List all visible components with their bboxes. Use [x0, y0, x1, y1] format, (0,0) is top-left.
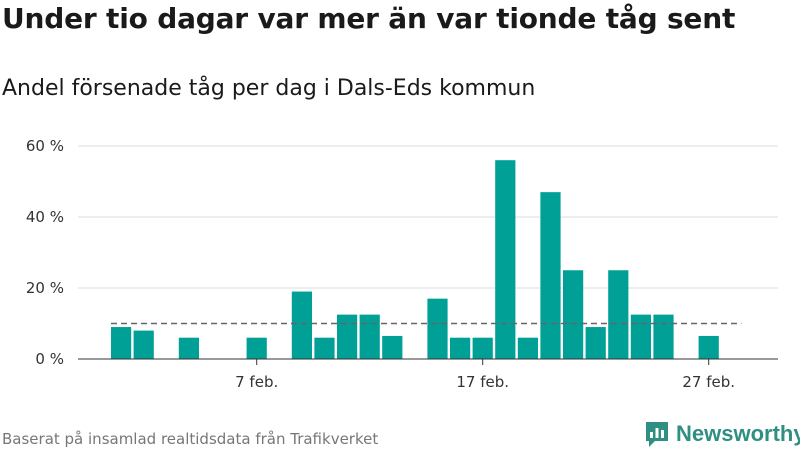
bar [517, 337, 538, 359]
bar [291, 291, 312, 359]
chart-title: Under tio dagar var mer än var tionde tå… [2, 2, 736, 35]
bar [246, 337, 267, 359]
bar [585, 327, 606, 359]
y-tick-label: 40 % [26, 208, 64, 226]
bar [337, 314, 358, 359]
bar [133, 330, 154, 359]
bar [472, 337, 493, 359]
newsworthy-logo: Newsworthy [644, 419, 800, 449]
bar [382, 335, 403, 359]
y-tick-label: 0 % [35, 350, 64, 368]
bar [698, 335, 719, 359]
bar [495, 160, 516, 359]
x-tick-label: 27 feb. [682, 373, 735, 391]
bar [111, 327, 132, 359]
bar [314, 337, 335, 359]
bar [178, 337, 199, 359]
y-tick-label: 60 % [26, 137, 64, 155]
bar [608, 270, 629, 359]
newsworthy-logo-icon [646, 422, 668, 447]
bar [563, 270, 584, 359]
x-tick-label: 7 feb. [235, 373, 278, 391]
y-tick-label: 20 % [26, 279, 64, 297]
bar [359, 314, 380, 359]
bar [653, 314, 674, 359]
x-tick-label: 17 feb. [456, 373, 509, 391]
bar [450, 337, 471, 359]
bar [630, 314, 651, 359]
newsworthy-logo-text: Newsworthy [676, 421, 800, 446]
bar [540, 192, 561, 359]
source-note: Baserat på insamlad realtidsdata från Tr… [2, 430, 379, 448]
bar [427, 298, 448, 359]
chart-subtitle: Andel försenade tåg per dag i Dals-Eds k… [2, 76, 536, 101]
